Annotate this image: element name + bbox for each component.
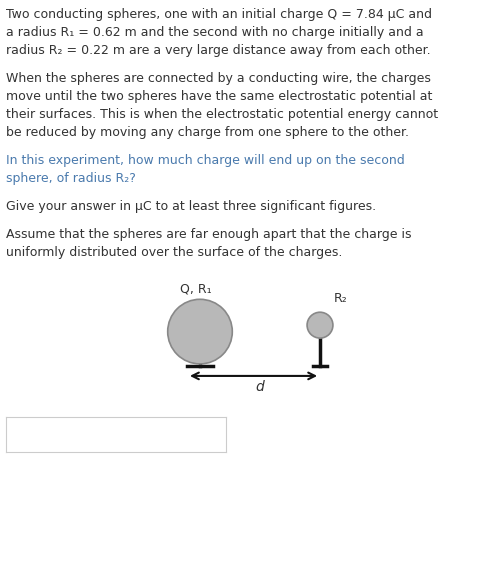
Text: When the spheres are connected by a conducting wire, the charges: When the spheres are connected by a cond… — [6, 72, 431, 85]
Circle shape — [307, 312, 333, 338]
Text: be reduced by moving any charge from one sphere to the other.: be reduced by moving any charge from one… — [6, 126, 409, 139]
Text: radius R₂ = 0.22 m are a very large distance away from each other.: radius R₂ = 0.22 m are a very large dist… — [6, 44, 430, 57]
Text: sphere, of radius R₂?: sphere, of radius R₂? — [6, 172, 136, 185]
Text: d: d — [256, 379, 264, 393]
Text: Give your answer in μC to at least three significant figures.: Give your answer in μC to at least three… — [6, 200, 376, 213]
Text: a radius R₁ = 0.62 m and the second with no charge initially and a: a radius R₁ = 0.62 m and the second with… — [6, 26, 424, 39]
Text: In this experiment, how much charge will end up on the second: In this experiment, how much charge will… — [6, 154, 405, 167]
Text: R₂: R₂ — [333, 292, 347, 305]
Text: Q, R₁: Q, R₁ — [180, 283, 211, 296]
Text: Two conducting spheres, one with an initial charge Q = 7.84 μC and: Two conducting spheres, one with an init… — [6, 8, 432, 21]
Circle shape — [168, 300, 232, 364]
Text: uniformly distributed over the surface of the charges.: uniformly distributed over the surface o… — [6, 246, 343, 259]
Text: their surfaces. This is when the electrostatic potential energy cannot: their surfaces. This is when the electro… — [6, 108, 438, 121]
Text: Assume that the spheres are far enough apart that the charge is: Assume that the spheres are far enough a… — [6, 228, 411, 241]
Text: move until the two spheres have the same electrostatic potential at: move until the two spheres have the same… — [6, 90, 432, 103]
